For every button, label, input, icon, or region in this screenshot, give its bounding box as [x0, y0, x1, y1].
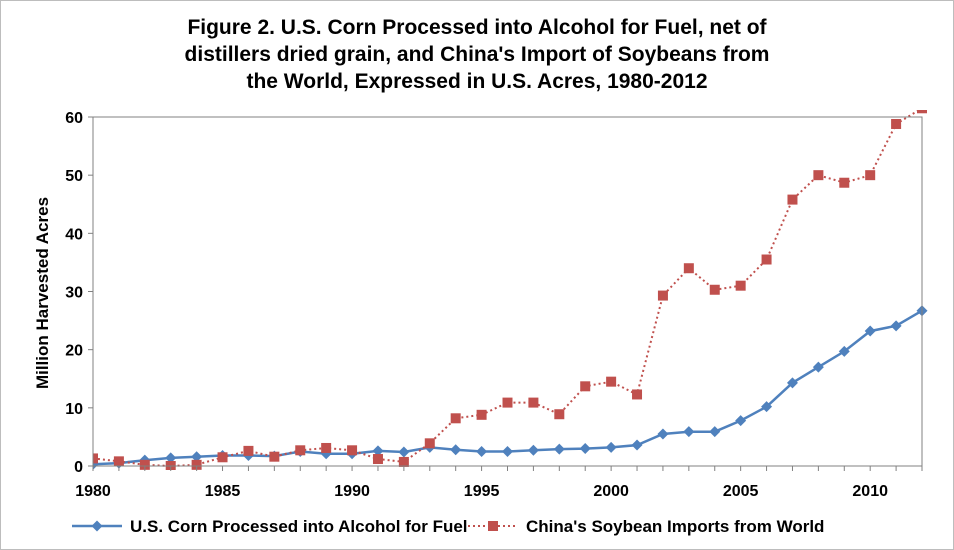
- data-point: [605, 441, 617, 453]
- series-corn-alcohol: [93, 305, 928, 470]
- data-point: [347, 445, 358, 456]
- series-china-soybean: [93, 110, 927, 470]
- data-point: [450, 413, 461, 424]
- y-tick-label: 60: [65, 110, 83, 127]
- y-tick-label: 30: [65, 285, 83, 302]
- legend-swatch-marker: [91, 520, 103, 532]
- data-point: [424, 438, 435, 449]
- legend-label: China's Soybean Imports from World: [526, 517, 824, 536]
- legend-entry: China's Soybean Imports from World: [468, 517, 824, 536]
- data-point: [891, 118, 902, 129]
- data-point: [657, 428, 669, 440]
- data-point: [372, 454, 383, 465]
- data-point: [838, 345, 850, 357]
- data-point: [502, 397, 513, 408]
- chart-title-line-3: the World, Expressed in U.S. Acres, 1980…: [246, 70, 708, 93]
- chart-title-line-1: Figure 2. U.S. Corn Processed into Alcoh…: [187, 16, 767, 39]
- x-tick-label: 1990: [334, 483, 370, 500]
- data-point: [527, 444, 539, 456]
- x-tick-label: 2000: [593, 483, 629, 500]
- data-point: [398, 456, 409, 467]
- data-point: [787, 194, 798, 205]
- x-tick-label: 1980: [75, 483, 111, 500]
- data-point: [191, 459, 202, 470]
- plot-area: [93, 110, 928, 470]
- data-point: [632, 389, 643, 400]
- data-point: [709, 426, 721, 438]
- data-point: [476, 409, 487, 420]
- data-point: [321, 442, 332, 453]
- legend-entry: U.S. Corn Processed into Alcohol for Fue…: [72, 517, 468, 536]
- data-point: [735, 280, 746, 291]
- series-line: [93, 309, 923, 466]
- legend-label: U.S. Corn Processed into Alcohol for Fue…: [130, 517, 468, 536]
- data-point: [372, 445, 384, 457]
- y-tick-label: 20: [65, 343, 83, 360]
- data-point: [813, 170, 824, 181]
- data-point: [580, 381, 591, 392]
- y-tick-label: 10: [65, 401, 83, 418]
- chart-title: Figure 2. U.S. Corn Processed into Alcoh…: [0, 14, 954, 95]
- data-point: [554, 409, 565, 420]
- y-axis-label: Million Harvested Acres: [33, 197, 52, 389]
- chart-title-line-2: distillers dried grain, and China's Impo…: [184, 43, 770, 66]
- data-point: [657, 290, 668, 301]
- series-line: [93, 110, 922, 468]
- data-point: [631, 439, 643, 451]
- data-point: [864, 325, 876, 337]
- data-point: [450, 444, 462, 456]
- data-point: [839, 177, 850, 188]
- data-point: [865, 170, 876, 181]
- x-tick-label: 2010: [852, 483, 888, 500]
- data-point: [502, 445, 513, 457]
- data-point: [606, 376, 617, 387]
- data-point: [786, 377, 798, 389]
- x-tick-label: 1995: [464, 483, 500, 500]
- y-tick-label: 50: [65, 168, 83, 185]
- data-point: [812, 361, 824, 373]
- legend: U.S. Corn Processed into Alcohol for Fue…: [72, 517, 824, 536]
- data-point: [295, 445, 306, 456]
- data-point: [476, 445, 488, 457]
- data-point: [553, 443, 565, 455]
- x-tick-label: 1985: [205, 483, 241, 500]
- data-point: [93, 453, 98, 464]
- data-point: [243, 445, 254, 456]
- y-tick-label: 40: [65, 226, 83, 243]
- data-point: [528, 397, 539, 408]
- data-point: [917, 110, 927, 114]
- data-point: [139, 459, 150, 470]
- legend-swatch-marker: [488, 521, 498, 531]
- x-tick-label: 2005: [723, 483, 759, 500]
- data-point: [761, 401, 773, 413]
- data-point: [683, 263, 694, 274]
- data-point: [709, 284, 720, 295]
- data-point: [579, 443, 591, 455]
- data-point: [683, 426, 695, 438]
- plot-border: [92, 116, 923, 467]
- data-point: [890, 320, 902, 332]
- data-point: [165, 452, 177, 464]
- data-point: [191, 451, 203, 463]
- axes: 0 10 20 30 40 50 60 1980 1985 1990 1995 2000 2005 201…: [65, 110, 923, 500]
- y-tick-label: 0: [74, 459, 83, 476]
- data-point: [113, 456, 124, 467]
- data-point: [398, 446, 410, 458]
- data-point: [761, 254, 772, 265]
- data-point: [735, 415, 747, 427]
- data-point: [269, 451, 280, 462]
- data-point: [217, 452, 228, 463]
